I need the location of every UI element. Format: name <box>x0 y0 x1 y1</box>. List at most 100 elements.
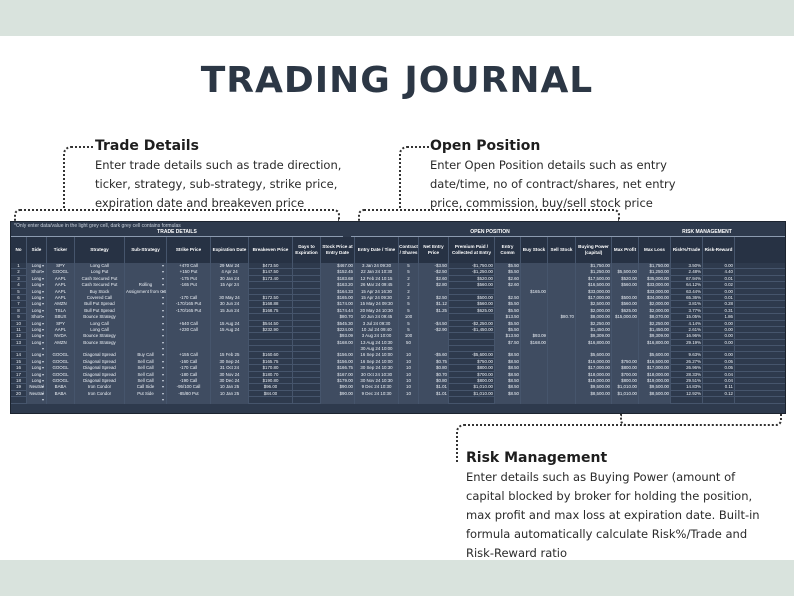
cell[interactable] <box>521 384 548 391</box>
cell[interactable]: $2.60 <box>495 282 521 289</box>
cell[interactable]: Long <box>27 282 47 289</box>
cell[interactable]: 2 <box>399 282 419 289</box>
cell[interactable]: $1,250.00 <box>639 269 671 276</box>
cell[interactable] <box>548 384 576 391</box>
cell[interactable]: 10 <box>399 378 419 385</box>
cell[interactable]: $166.75 <box>321 365 355 372</box>
dropdown-arrow-icon[interactable]: ▾ <box>162 314 165 320</box>
cell[interactable] <box>167 333 211 340</box>
cell[interactable] <box>125 294 167 302</box>
cell[interactable]: $90.00 <box>321 390 355 398</box>
dropdown-arrow-icon[interactable]: ▾ <box>42 269 45 275</box>
cell[interactable]: +540 Call <box>167 320 211 327</box>
cell[interactable]: 15 May 24 09:30 <box>355 301 399 308</box>
cell[interactable]: $560.00 <box>612 282 639 289</box>
dropdown-arrow-icon[interactable]: ▾ <box>42 339 45 345</box>
cell[interactable]: $17,000.00 <box>576 365 612 372</box>
cell[interactable] <box>548 358 576 366</box>
cell[interactable]: 16 Sep 24 10:00 <box>355 352 399 359</box>
cell[interactable]: SBUX <box>47 314 75 321</box>
cell[interactable]: $750.00 <box>612 358 639 366</box>
dropdown-arrow-icon[interactable]: ▾ <box>162 397 165 403</box>
cell[interactable]: Sell Call <box>125 365 167 372</box>
cell[interactable]: 30 Nov 24 <box>211 371 249 379</box>
cell[interactable]: $1.01 <box>419 384 449 391</box>
cell[interactable]: Diagonal Spread <box>75 352 125 359</box>
cell[interactable] <box>419 333 449 340</box>
cell[interactable] <box>521 282 548 289</box>
cell[interactable]: 5 <box>399 326 419 334</box>
cell[interactable]: $8.50 <box>495 378 521 385</box>
cell[interactable]: 100 <box>399 333 419 340</box>
cell[interactable]: -$4.50 <box>419 320 449 327</box>
cell[interactable] <box>521 371 548 379</box>
dropdown-arrow-icon[interactable]: ▾ <box>162 320 165 326</box>
cell[interactable]: $90.00 <box>321 384 355 391</box>
cell[interactable]: $5.50 <box>495 320 521 327</box>
cell[interactable] <box>612 397 639 404</box>
cell[interactable]: 10 Jan 25 <box>211 384 249 391</box>
cell[interactable]: $93.09 <box>321 333 355 340</box>
cell[interactable] <box>548 365 576 372</box>
dropdown-arrow-icon[interactable]: ▾ <box>162 307 165 313</box>
cell[interactable] <box>612 326 639 334</box>
cell[interactable] <box>211 333 249 340</box>
dropdown-arrow-icon[interactable]: ▾ <box>162 390 165 396</box>
cell[interactable] <box>612 263 639 270</box>
cell[interactable]: 15 Aug 24 <box>211 320 249 327</box>
cell[interactable]: Long <box>27 358 47 366</box>
cell[interactable]: 30 Sep 24 10:30 <box>355 365 399 372</box>
cell[interactable]: 12 Feb 24 10:15 <box>355 275 399 283</box>
cell[interactable]: $1,250.00 <box>576 269 612 276</box>
cell[interactable] <box>211 288 249 295</box>
cell[interactable] <box>27 397 47 404</box>
cell[interactable] <box>548 269 576 276</box>
cell[interactable]: -$3.50 <box>419 263 449 270</box>
dropdown-arrow-icon[interactable]: ▾ <box>42 326 45 332</box>
cell[interactable]: SPY <box>47 320 75 327</box>
cell[interactable] <box>125 346 167 353</box>
cell[interactable] <box>548 371 576 379</box>
cell[interactable]: $5.50 <box>495 301 521 308</box>
cell[interactable]: $1,010.00 <box>612 390 639 398</box>
cell[interactable]: $2,250.00 <box>576 320 612 327</box>
dropdown-arrow-icon[interactable]: ▾ <box>42 333 45 339</box>
cell[interactable]: Long Call <box>75 326 125 334</box>
cell[interactable] <box>125 307 167 315</box>
cell[interactable] <box>548 326 576 334</box>
cell[interactable]: $183.68 <box>321 275 355 283</box>
cell[interactable]: $8.50 <box>495 384 521 391</box>
cell[interactable]: $2,000.00 <box>639 301 671 308</box>
cell[interactable]: Long <box>27 326 47 334</box>
cell[interactable] <box>612 288 639 295</box>
cell[interactable]: GOOGL <box>47 269 75 276</box>
dropdown-arrow-icon[interactable]: ▾ <box>42 294 45 300</box>
cell[interactable]: Long Call <box>75 263 125 270</box>
cell[interactable]: -190 Call <box>167 378 211 385</box>
cell[interactable]: Put Side <box>125 390 167 398</box>
cell[interactable] <box>27 346 47 353</box>
cell[interactable] <box>125 269 167 276</box>
cell[interactable]: Long <box>27 288 47 295</box>
cell[interactable] <box>521 326 548 334</box>
cell[interactable]: $80.70 <box>321 314 355 321</box>
cell[interactable]: $0.75 <box>419 358 449 366</box>
cell[interactable]: BABA <box>47 384 75 391</box>
cell[interactable]: $5,600.00 <box>576 352 612 359</box>
cell[interactable]: -170/165 Put <box>167 301 211 308</box>
cell[interactable]: $18,000.00 <box>639 371 671 379</box>
cell[interactable] <box>211 397 249 404</box>
cell[interactable]: +470 Call <box>167 263 211 270</box>
cell[interactable]: AAPL <box>47 282 75 289</box>
cell[interactable]: $8.50 <box>495 358 521 366</box>
cell[interactable] <box>47 346 75 353</box>
cell[interactable]: Call Side <box>125 384 167 391</box>
cell[interactable] <box>167 346 211 353</box>
cell[interactable]: $2,000.00 <box>576 307 612 315</box>
dropdown-arrow-icon[interactable]: ▾ <box>162 301 165 307</box>
cell[interactable] <box>521 352 548 359</box>
dropdown-arrow-icon[interactable]: ▾ <box>42 352 45 358</box>
cell[interactable]: -$2.90 <box>419 326 449 334</box>
cell[interactable]: $15,000.00 <box>612 314 639 321</box>
cell[interactable]: $8.50 <box>495 371 521 379</box>
